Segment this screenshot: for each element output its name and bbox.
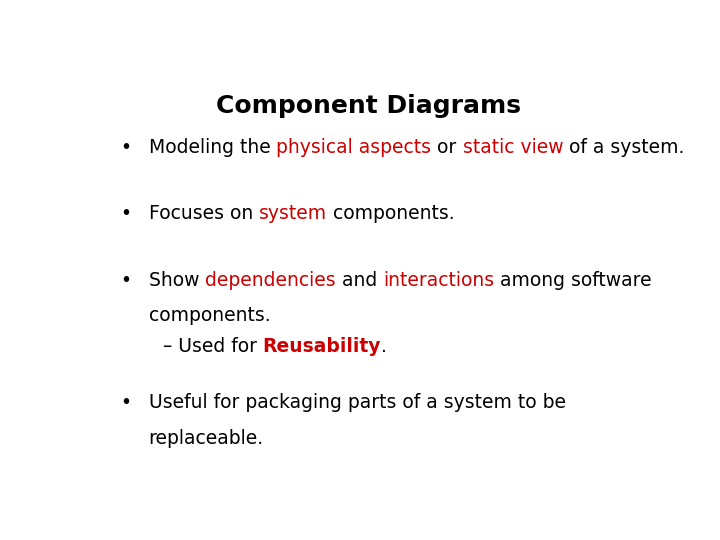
Text: Focuses on: Focuses on: [148, 204, 259, 223]
Text: physical aspects: physical aspects: [276, 138, 431, 157]
Text: or: or: [431, 138, 462, 157]
Text: system: system: [259, 204, 327, 223]
Text: Reusability: Reusability: [263, 337, 381, 356]
Text: components.: components.: [327, 204, 454, 223]
Text: .: .: [381, 337, 387, 356]
Text: Component Diagrams: Component Diagrams: [217, 94, 521, 118]
Text: and: and: [336, 271, 383, 289]
Text: Useful for packaging parts of a system to be: Useful for packaging parts of a system t…: [148, 393, 566, 412]
Text: dependencies: dependencies: [205, 271, 336, 289]
Text: replaceable.: replaceable.: [148, 429, 264, 448]
Text: •: •: [121, 138, 132, 157]
Text: Modeling the: Modeling the: [148, 138, 276, 157]
Text: among software: among software: [494, 271, 652, 289]
Text: static view: static view: [462, 138, 563, 157]
Text: of a system.: of a system.: [563, 138, 685, 157]
Text: •: •: [121, 204, 132, 223]
Text: – Used for: – Used for: [163, 337, 263, 356]
Text: •: •: [121, 271, 132, 289]
Text: •: •: [121, 393, 132, 412]
Text: interactions: interactions: [383, 271, 494, 289]
Text: Show: Show: [148, 271, 205, 289]
Text: components.: components.: [148, 306, 270, 325]
